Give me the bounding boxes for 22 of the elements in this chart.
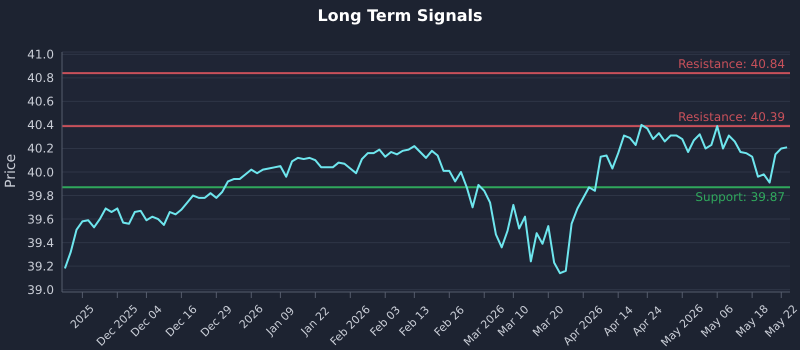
ref-line-label: Resistance: 40.39	[678, 110, 785, 124]
y-tick-label: 39.4	[27, 236, 54, 250]
x-tick-label: Feb 26	[432, 303, 467, 339]
ref-line-label: Resistance: 40.84	[678, 57, 785, 72]
y-tick-label: 40.8	[27, 71, 54, 86]
line-series	[64, 124, 788, 274]
x-tick-label: Jan 22	[298, 304, 332, 339]
y-tick-label: 39.0	[27, 282, 54, 297]
x-tick-label: Dec 29	[198, 302, 235, 340]
y-tick-label: 40.6	[27, 94, 54, 109]
x-tick-label: Dec 16	[163, 302, 200, 340]
y-tick-label: 39.8	[27, 188, 54, 203]
chart-title: Long Term Signals	[316, 6, 484, 25]
y-tick-label: 40.0	[27, 165, 54, 180]
x-tick-label: Jan 09	[262, 304, 298, 339]
y-tick-label: 40.4	[27, 118, 54, 132]
y-tick-label: 39.2	[27, 259, 54, 274]
y-tick-label: 39.6	[27, 212, 54, 226]
ref-line-label: Support: 39.87	[695, 190, 785, 204]
y-tick-label: 41.0	[27, 48, 54, 62]
y-tick-label: 40.2	[27, 142, 54, 156]
y-axis-title: Price	[2, 154, 19, 188]
